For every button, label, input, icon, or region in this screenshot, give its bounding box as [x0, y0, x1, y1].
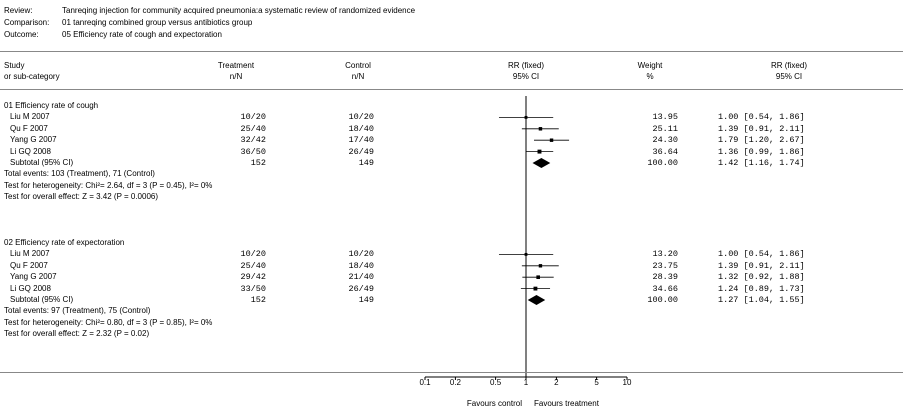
study-name: Yang G 2007 — [10, 135, 57, 145]
subtotal-name: Subtotal (95% CI) — [10, 295, 74, 304]
col-control: Control — [345, 61, 371, 70]
total-events: Total events: 97 (Treatment), 75 (Contro… — [4, 306, 151, 316]
control-value: 17/40 — [348, 135, 374, 146]
study-name: Li GQ 2008 — [10, 146, 51, 156]
bottom-divider — [0, 372, 903, 373]
heterogeneity-test: Test for heterogeneity: Chi²= 0.80, df =… — [4, 317, 213, 327]
subtotal-weight: 100.00 — [647, 158, 678, 168]
subtotal-control: 149 — [358, 295, 374, 305]
col-rr-value: RR (fixed) — [770, 61, 807, 70]
rr-ci-value: 1.79 [1.20, 2.67] — [718, 135, 805, 146]
study-name: Qu F 2007 — [10, 123, 48, 133]
axis-tick-label: 5 — [594, 378, 599, 387]
study-marker — [536, 275, 540, 279]
control-value: 21/40 — [348, 272, 374, 283]
group-title: 02 Efficiency rate of expectoration — [4, 238, 125, 247]
weight-value: 34.66 — [652, 283, 678, 294]
subtotal-treatment: 152 — [250, 158, 266, 168]
study-name: Li GQ 2008 — [10, 283, 51, 293]
outcome-label: Outcome: — [4, 30, 39, 39]
treatment-value: 36/50 — [240, 146, 266, 157]
rr-ci-value: 1.39 [0.91, 2.11] — [718, 123, 805, 134]
treatment-value: 29/42 — [240, 272, 266, 283]
control-value: 10/20 — [348, 249, 374, 260]
control-value: 26/49 — [348, 283, 374, 294]
favours-control-label: Favours control — [466, 399, 522, 408]
col-study: Study — [4, 61, 25, 70]
heterogeneity-test: Test for heterogeneity: Chi²= 2.64, df =… — [4, 180, 213, 190]
subtotal-name: Subtotal (95% CI) — [10, 158, 74, 167]
col-treatment: Treatment — [217, 61, 255, 70]
col-weight: Weight — [637, 61, 663, 70]
subtotal-treatment: 152 — [250, 295, 266, 305]
outcome-value: 05 Efficiency rate of cough and expector… — [62, 30, 222, 39]
study-name: Liu M 2007 — [10, 249, 50, 259]
pooled-diamond — [527, 295, 546, 305]
treatment-value: 33/50 — [240, 283, 266, 294]
total-events: Total events: 103 (Treatment), 71 (Contr… — [4, 169, 155, 179]
pooled-diamond — [532, 158, 551, 168]
study-name: Yang G 2007 — [10, 272, 57, 282]
col-treatment-sub: n/N — [229, 72, 243, 81]
overall-effect-test: Test for overall effect: Z = 3.42 (P = 0… — [4, 192, 159, 202]
axis-tick-label: 0.1 — [419, 378, 431, 387]
weight-value: 23.75 — [652, 260, 678, 271]
axis-tick-label: 0.2 — [449, 378, 461, 387]
col-weight-sub: % — [646, 72, 654, 81]
study-marker — [538, 264, 543, 268]
treatment-value: 10/20 — [240, 112, 266, 123]
subtotal-rr-ci: 1.27 [1.04, 1.55] — [718, 295, 805, 305]
study-name: Qu F 2007 — [10, 260, 48, 270]
study-marker — [549, 138, 554, 142]
treatment-value: 10/20 — [240, 249, 266, 260]
col-study-sub: or sub-category — [4, 72, 60, 81]
header-divider — [0, 89, 903, 90]
weight-value: 24.30 — [652, 135, 678, 146]
treatment-value: 25/40 — [240, 260, 266, 271]
control-value: 18/40 — [348, 260, 374, 271]
study-marker — [537, 149, 542, 154]
rr-ci-value: 1.32 [0.92, 1.88] — [718, 272, 805, 283]
review-value: Tanreqing injection for community acquir… — [62, 6, 416, 15]
comparison-label: Comparison: — [4, 18, 50, 27]
study-marker — [538, 127, 543, 131]
overall-effect-test: Test for overall effect: Z = 2.32 (P = 0… — [4, 329, 150, 339]
col-rr-value-sub: 95% CI — [775, 72, 803, 81]
weight-value: 13.95 — [652, 112, 678, 123]
weight-value: 28.39 — [652, 272, 678, 283]
control-value: 18/40 — [348, 123, 374, 134]
subtotal-rr-ci: 1.42 [1.16, 1.74] — [718, 158, 805, 168]
control-value: 26/49 — [348, 146, 374, 157]
weight-value: 25.11 — [652, 123, 678, 134]
axis-tick-label: 0.5 — [490, 378, 502, 387]
axis-tick-label: 2 — [554, 378, 559, 387]
treatment-value: 25/40 — [240, 123, 266, 134]
study-marker — [533, 286, 538, 291]
axis-tick-label: 1 — [523, 378, 529, 387]
review-label: Review: — [4, 6, 33, 15]
group-title: 01 Efficiency rate of cough — [4, 101, 99, 110]
col-rr-plot-sub: 95% CI — [512, 72, 540, 81]
treatment-value: 32/42 — [240, 135, 266, 146]
weight-value: 13.20 — [652, 249, 678, 260]
weight-value: 36.64 — [652, 146, 678, 157]
col-control-sub: n/N — [351, 72, 365, 81]
rr-ci-value: 1.24 [0.89, 1.73] — [718, 283, 805, 294]
subtotal-control: 149 — [358, 158, 374, 168]
col-rr-plot: RR (fixed) — [507, 61, 544, 70]
top-divider — [0, 51, 903, 52]
study-name: Liu M 2007 — [10, 112, 50, 122]
rr-ci-value: 1.36 [0.99, 1.86] — [718, 146, 805, 157]
comparison-value: 01 tanreqing combined group versus antib… — [62, 18, 253, 27]
axis-tick-label: 10 — [622, 378, 632, 387]
rr-ci-value: 1.39 [0.91, 2.11] — [718, 260, 805, 271]
favours-treatment-label: Favours treatment — [534, 399, 599, 408]
control-value: 10/20 — [348, 112, 374, 123]
rr-ci-value: 1.00 [0.54, 1.86] — [718, 249, 805, 260]
subtotal-weight: 100.00 — [647, 295, 678, 305]
rr-ci-value: 1.00 [0.54, 1.86] — [718, 112, 805, 123]
